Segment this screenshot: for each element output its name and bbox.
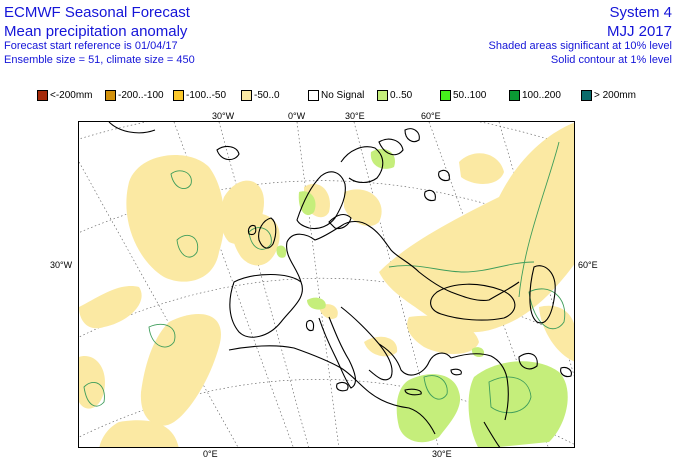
legend-label: No Signal xyxy=(321,89,365,101)
coastlines xyxy=(108,122,572,447)
legend-swatch xyxy=(37,89,48,101)
chart-title: ECMWF Seasonal Forecast xyxy=(4,4,190,21)
map-canvas xyxy=(79,122,574,447)
legend-label: 50..100 xyxy=(453,89,487,101)
lon-label-top: 0°W xyxy=(288,111,306,121)
legend-item: -200..-100 xyxy=(105,88,164,102)
legend-swatch xyxy=(308,89,319,101)
legend-swatch xyxy=(509,89,520,101)
legend-item: -50..0 xyxy=(241,88,280,102)
legend-label: <-200mm xyxy=(50,89,93,101)
lon-label-top: 30°E xyxy=(345,111,365,121)
legend-swatch xyxy=(241,89,252,101)
color-legend: <-200mm -200..-100 -100..-50 -50..0 No S… xyxy=(37,88,677,102)
period-label: MJJ 2017 xyxy=(606,23,672,40)
legend-item: <-200mm xyxy=(37,88,93,102)
legend-item: 0..50 xyxy=(377,88,412,102)
lon-label-bottom: 30°E xyxy=(432,449,452,459)
legend-item: -100..-50 xyxy=(173,88,226,102)
legend-swatch xyxy=(105,89,116,101)
lon-label-top: 60°E xyxy=(421,111,441,121)
lat-label-right: 60°E xyxy=(578,260,598,270)
legend-label: > 200mm xyxy=(594,89,636,101)
ensemble-size-text: Ensemble size = 51, climate size = 450 xyxy=(4,54,195,66)
legend-item: > 200mm xyxy=(581,88,636,102)
legend-swatch xyxy=(581,89,592,101)
lon-label-bottom: 0°E xyxy=(203,449,218,459)
legend-swatch xyxy=(173,89,184,101)
legend-label: 100..200 xyxy=(522,89,561,101)
dry-anomaly-areas xyxy=(79,122,574,447)
precipitation-map xyxy=(78,121,575,448)
wet-anomaly-areas xyxy=(276,148,568,447)
chart-subtitle: Mean precipitation anomaly xyxy=(4,23,188,40)
system-label: System 4 xyxy=(609,4,672,21)
legend-item: No Signal xyxy=(308,88,364,102)
legend-item: 100..200 xyxy=(509,88,561,102)
legend-label: 0..50 xyxy=(390,89,413,101)
forecast-start-text: Forecast start reference is 01/04/17 xyxy=(4,40,178,52)
shading-note: Shaded areas significant at 10% level xyxy=(488,40,672,52)
legend-label: -50..0 xyxy=(254,89,280,101)
legend-label: -100..-50 xyxy=(186,89,227,101)
lon-label-top: 30°W xyxy=(212,111,235,121)
legend-swatch xyxy=(377,89,388,101)
legend-label: -200..-100 xyxy=(118,89,164,101)
legend-item: 50..100 xyxy=(440,88,486,102)
contour-note: Solid contour at 1% level xyxy=(550,54,672,66)
lat-label-left: 30°W xyxy=(50,260,73,270)
legend-swatch xyxy=(440,89,451,101)
